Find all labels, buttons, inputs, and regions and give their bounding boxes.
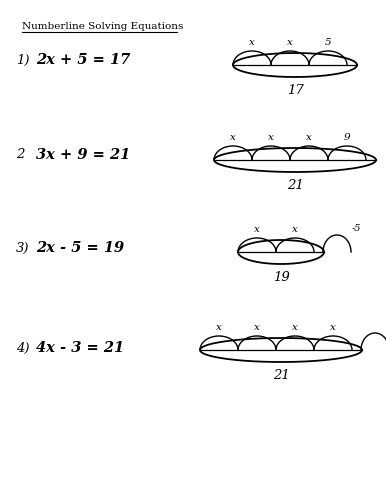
Text: 2x - 5 = 19: 2x - 5 = 19 [36,241,124,255]
Text: 4): 4) [16,342,29,354]
Text: 2: 2 [16,148,24,162]
Text: 21: 21 [287,179,303,192]
Text: 2x + 5 = 17: 2x + 5 = 17 [36,53,130,67]
Text: 5: 5 [325,38,331,47]
Text: x: x [330,323,336,332]
Text: 19: 19 [273,271,290,284]
Text: x: x [306,133,312,142]
Text: x: x [216,323,222,332]
Text: 1): 1) [16,54,29,66]
Text: 21: 21 [273,369,290,382]
Text: x: x [254,323,260,332]
Text: 3): 3) [16,242,29,254]
Text: Numberline Solving Equations: Numberline Solving Equations [22,22,183,31]
Text: x: x [287,38,293,47]
Text: 9: 9 [344,133,350,142]
Text: x: x [292,225,298,234]
Text: x: x [230,133,236,142]
Text: x: x [254,225,260,234]
Text: x: x [249,38,255,47]
Text: 17: 17 [287,84,303,97]
Text: x: x [292,323,298,332]
Text: x: x [268,133,274,142]
Text: 3x + 9 = 21: 3x + 9 = 21 [36,148,130,162]
Text: -5: -5 [352,224,362,233]
Text: 4x - 3 = 21: 4x - 3 = 21 [36,341,124,355]
